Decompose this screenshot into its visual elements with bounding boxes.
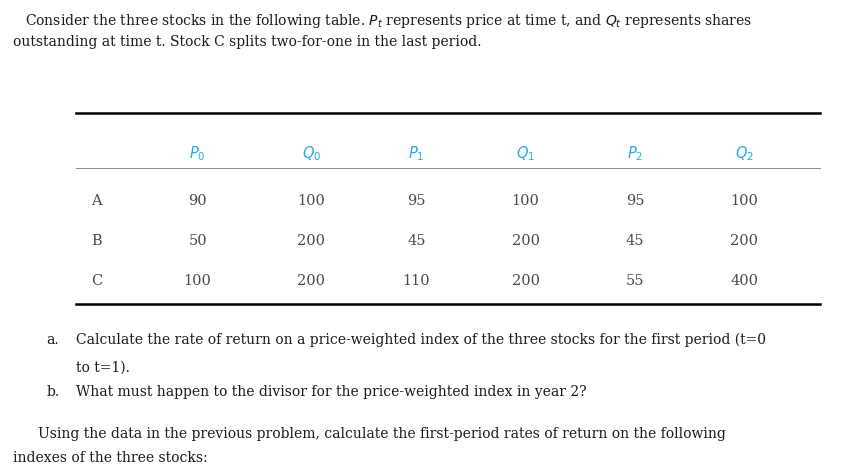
Text: 100: 100	[183, 274, 212, 288]
Text: $P_1$: $P_1$	[408, 144, 425, 163]
Text: Consider the three stocks in the following table. $P_t$ represents price at time: Consider the three stocks in the followi…	[25, 12, 753, 30]
Text: 200: 200	[730, 234, 759, 248]
Text: $P_0$: $P_0$	[189, 144, 206, 163]
Text: 100: 100	[730, 194, 759, 208]
Text: 200: 200	[297, 234, 325, 248]
Text: 200: 200	[511, 274, 540, 288]
Text: Calculate the rate of return on a price-weighted index of the three stocks for t: Calculate the rate of return on a price-…	[76, 333, 765, 347]
Text: 95: 95	[626, 194, 644, 208]
Text: $Q_0$: $Q_0$	[302, 144, 320, 163]
Text: A: A	[92, 194, 102, 208]
Text: 45: 45	[626, 234, 644, 248]
Text: 110: 110	[403, 274, 430, 288]
Text: 200: 200	[297, 274, 325, 288]
Text: $P_2$: $P_2$	[627, 144, 643, 163]
Text: outstanding at time t. Stock C splits two-for-one in the last period.: outstanding at time t. Stock C splits tw…	[13, 35, 481, 50]
Text: to t=1).: to t=1).	[76, 361, 130, 375]
Text: 100: 100	[297, 194, 325, 208]
Text: 90: 90	[188, 194, 207, 208]
Text: indexes of the three stocks:: indexes of the three stocks:	[13, 451, 207, 465]
Text: b.: b.	[46, 385, 60, 399]
Text: a.: a.	[46, 333, 59, 347]
Text: 45: 45	[407, 234, 426, 248]
Text: 55: 55	[626, 274, 644, 288]
Text: Using the data in the previous problem, calculate the first-period rates of retu: Using the data in the previous problem, …	[38, 427, 726, 441]
Text: $Q_1$: $Q_1$	[516, 144, 535, 163]
Text: 200: 200	[511, 234, 540, 248]
Text: 400: 400	[730, 274, 759, 288]
Text: What must happen to the divisor for the price-weighted index in year 2?: What must happen to the divisor for the …	[76, 385, 586, 399]
Text: 100: 100	[511, 194, 540, 208]
Text: B: B	[92, 234, 102, 248]
Text: $Q_2$: $Q_2$	[735, 144, 754, 163]
Text: 50: 50	[188, 234, 207, 248]
Text: C: C	[91, 274, 103, 288]
Text: 95: 95	[407, 194, 426, 208]
